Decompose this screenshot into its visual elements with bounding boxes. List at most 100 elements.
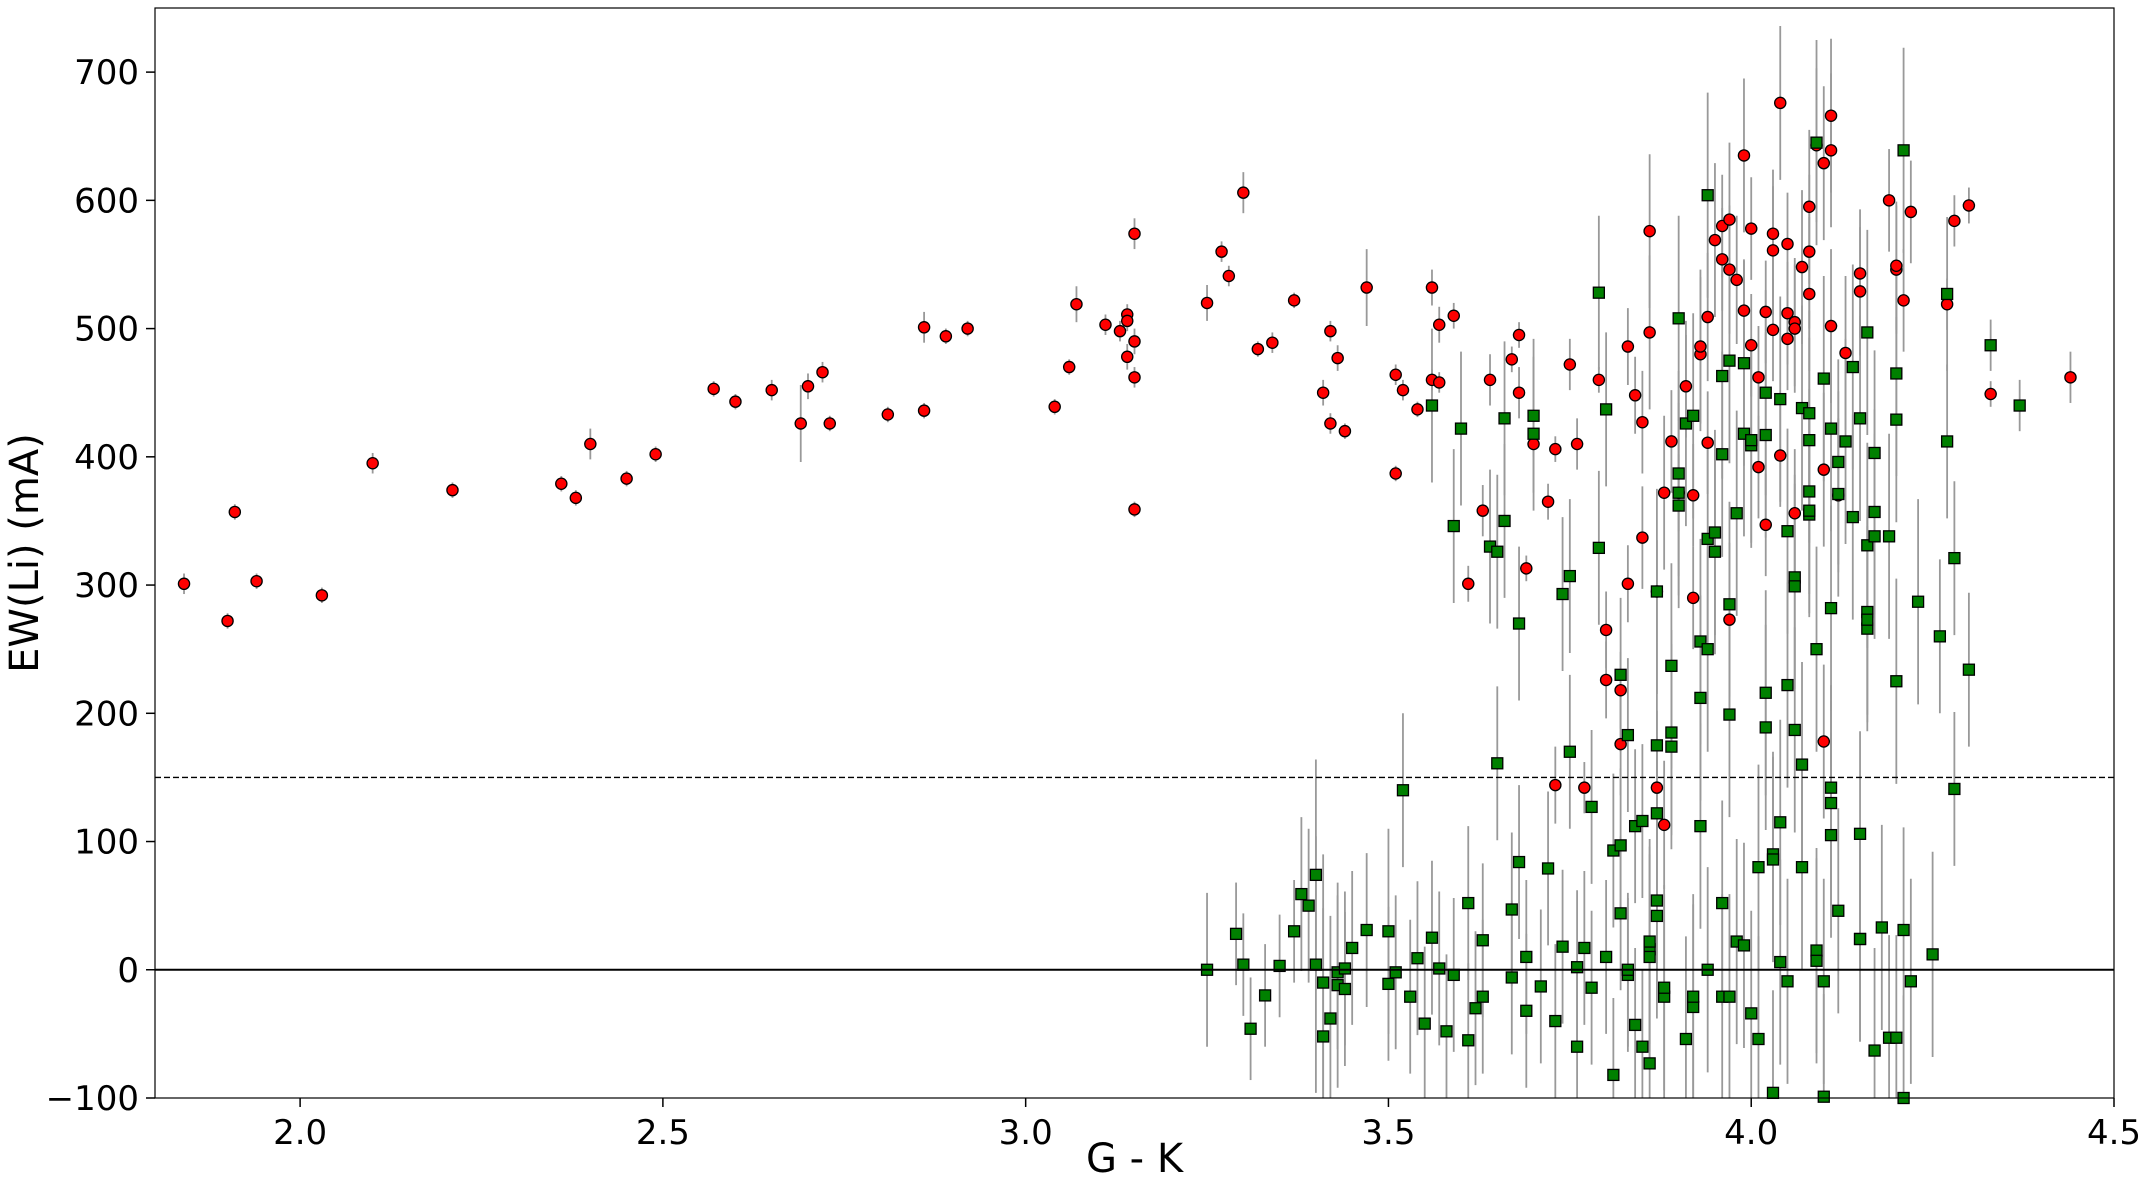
data-point-circle	[555, 477, 568, 491]
data-point-circle	[1592, 373, 1606, 387]
data-point-circle	[1628, 389, 1642, 402]
data-point-square	[1824, 601, 1838, 615]
data-point-square	[1295, 887, 1308, 901]
data-point-square	[1592, 286, 1606, 299]
data-point-square	[1425, 931, 1439, 944]
data-point-square	[1527, 427, 1540, 440]
data-point-square	[1636, 814, 1649, 828]
data-point-square	[1701, 643, 1714, 656]
data-point-circle	[765, 383, 778, 397]
data-point-square	[1396, 784, 1410, 797]
data-point-square	[1948, 551, 1961, 565]
data-point-circle	[1853, 285, 1867, 298]
data-point-square	[1578, 941, 1591, 955]
data-point-circle	[1788, 506, 1802, 520]
data-point-circle	[1462, 577, 1475, 591]
data-point-square	[1404, 990, 1417, 1003]
data-point-square	[1346, 941, 1359, 955]
data-point-circle	[1803, 200, 1816, 214]
data-point-square	[1599, 403, 1613, 416]
data-point-square	[1948, 782, 1961, 796]
data-point-circle	[1120, 350, 1134, 364]
data-point-square	[1694, 691, 1707, 705]
data-point-square	[1861, 326, 1874, 339]
data-point-square	[1498, 412, 1511, 425]
data-point-square	[1795, 758, 1809, 771]
data-point-square	[1774, 392, 1787, 406]
data-point-square	[1665, 740, 1678, 753]
data-point-circle	[1803, 245, 1816, 258]
data-point-square	[1752, 861, 1765, 874]
data-point-circle	[584, 437, 597, 451]
data-point-circle	[250, 574, 263, 588]
data-point-square	[1940, 435, 1954, 448]
data-point-circle	[1708, 233, 1722, 247]
data-point-square	[1520, 1004, 1533, 1017]
data-point-circle	[1701, 436, 1714, 449]
data-point-square	[1491, 757, 1504, 770]
data-point-square	[1650, 807, 1664, 820]
error-bars	[183, 25, 2072, 1098]
data-point-square	[1846, 360, 1859, 374]
data-point-circle	[1222, 269, 1236, 283]
data-point-square	[1890, 1031, 1903, 1044]
data-point-circle	[1614, 737, 1627, 751]
data-point-circle	[1483, 373, 1497, 387]
data-point-circle	[2064, 371, 2077, 384]
data-point-square	[1520, 950, 1533, 964]
data-point-circle	[1062, 360, 1076, 374]
data-point-circle	[1621, 577, 1635, 591]
data-point-circle	[1128, 371, 1141, 384]
data-point-square	[1237, 958, 1250, 971]
data-point-circle	[1549, 442, 1562, 456]
data-point-square	[1774, 816, 1787, 829]
data-point-square	[1759, 428, 1772, 442]
data-point-circle	[1897, 294, 1910, 307]
data-point-circle	[823, 417, 837, 430]
data-point-square	[1665, 659, 1678, 672]
data-point-circle	[1984, 387, 1997, 401]
data-point-circle	[1048, 400, 1061, 414]
data-point-square	[1723, 990, 1736, 1003]
data-point-square	[1585, 800, 1598, 814]
data-point-square	[1411, 952, 1424, 965]
data-point-circle	[1128, 227, 1141, 240]
data-point-square	[1803, 434, 1816, 447]
data-point-square	[1614, 668, 1627, 681]
data-point-circle	[917, 404, 931, 417]
data-point-circle	[1287, 294, 1301, 307]
data-point-square	[1469, 1002, 1482, 1015]
data-point-square	[1810, 944, 1823, 957]
data-point-circle	[1570, 437, 1584, 451]
data-point-circle	[1766, 244, 1780, 257]
data-point-square	[1882, 530, 1896, 543]
data-point-circle	[1266, 336, 1279, 349]
data-point-circle	[1120, 314, 1134, 328]
data-point-square	[1607, 1068, 1620, 1082]
data-point-square	[1570, 1040, 1584, 1053]
data-point-square	[1694, 635, 1707, 648]
data-point-square	[1258, 989, 1272, 1002]
data-point-square	[1447, 519, 1460, 533]
data-point-square	[1766, 853, 1780, 866]
data-point-circle	[1599, 673, 1613, 687]
x-tick-label: 3.0	[999, 1113, 1053, 1153]
data-point-square	[1672, 312, 1685, 325]
data-point-square	[1868, 1044, 1881, 1057]
data-point-square	[1614, 839, 1627, 852]
data-point-square	[1781, 678, 1794, 692]
data-point-square	[1672, 467, 1685, 480]
data-point-circle	[1723, 213, 1736, 226]
data-point-circle	[1070, 297, 1083, 311]
data-point-circle	[1447, 309, 1460, 323]
data-point-square	[1745, 1007, 1758, 1020]
data-point-square	[1745, 434, 1758, 447]
data-point-square	[1338, 982, 1352, 996]
data-point-square	[1585, 981, 1598, 994]
data-point-circle	[1324, 324, 1337, 338]
data-point-circle	[1773, 449, 1787, 462]
data-point-circle	[794, 417, 807, 430]
data-point-square	[1505, 903, 1518, 916]
data-point-square	[1382, 925, 1395, 938]
